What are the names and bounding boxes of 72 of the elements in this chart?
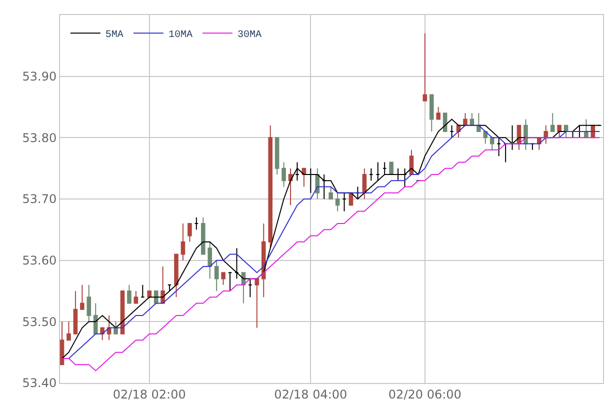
candlestick xyxy=(261,223,266,298)
candlestick xyxy=(550,112,555,132)
candlestick xyxy=(66,321,71,341)
legend-label: 10MA xyxy=(168,30,192,42)
candlestick xyxy=(80,284,84,310)
candlestick xyxy=(496,137,501,157)
candlestick xyxy=(490,137,494,150)
candlestick xyxy=(450,124,454,138)
candlestick xyxy=(248,278,252,298)
candlestick xyxy=(100,327,104,341)
candlestick xyxy=(328,186,333,200)
y-tick-label: 53.50 xyxy=(22,314,57,329)
candlestick xyxy=(288,168,293,206)
candlestick xyxy=(194,216,199,230)
candlestick xyxy=(369,168,374,182)
candlestick xyxy=(180,223,186,261)
candlestick xyxy=(188,223,192,242)
x-tick-label: 02/18 04:00 xyxy=(274,387,348,402)
candlestick xyxy=(382,162,387,175)
y-tick-label: 53.40 xyxy=(22,376,57,390)
candlestick xyxy=(436,106,440,120)
candlestick xyxy=(376,162,380,182)
candlestick xyxy=(201,216,206,255)
y-tick-label: 53.80 xyxy=(22,130,57,145)
candlestick xyxy=(221,272,226,286)
candlestick xyxy=(214,260,219,292)
candlestick xyxy=(544,124,548,144)
candlestick xyxy=(73,290,78,334)
candlestick xyxy=(342,192,346,212)
y-tick-label: 53.90 xyxy=(22,70,57,84)
candlestick xyxy=(389,162,394,175)
legend-label: 5MA xyxy=(105,30,124,42)
candlestick xyxy=(570,131,575,138)
candlestick xyxy=(86,284,92,322)
candlestick xyxy=(268,124,272,249)
candlestick xyxy=(114,321,118,334)
candlestick xyxy=(134,290,138,304)
candlestick xyxy=(476,112,481,132)
candlestick xyxy=(282,162,286,188)
candlestick xyxy=(524,118,528,150)
y-tick-label: 53.60 xyxy=(22,254,57,268)
candlestick xyxy=(147,290,152,298)
candlestick xyxy=(106,315,112,341)
x-tick-label: 02/20 06:00 xyxy=(388,387,462,402)
legend-label: 30MA xyxy=(237,30,262,42)
candlestick xyxy=(422,32,428,102)
candlestick xyxy=(234,248,239,280)
candlestick xyxy=(463,112,468,126)
candlestick xyxy=(208,241,212,280)
candlestick xyxy=(60,321,64,366)
candlestick xyxy=(577,124,582,138)
candlestick xyxy=(228,272,232,292)
candlestick xyxy=(274,137,280,175)
candlestick xyxy=(503,143,508,163)
candlestick xyxy=(93,302,98,334)
candlestick xyxy=(396,168,400,182)
candlestick xyxy=(127,284,132,304)
candlestick xyxy=(402,168,407,188)
x-tick-label: 02/18 02:00 xyxy=(112,387,186,402)
y-tick-label: 53.70 xyxy=(22,192,57,206)
candlestick xyxy=(557,124,562,138)
candlestick xyxy=(362,168,367,200)
candlestick xyxy=(302,168,306,188)
candlestick xyxy=(335,192,340,212)
candlestick xyxy=(174,254,178,298)
candlestick xyxy=(429,94,434,132)
candlestick xyxy=(322,174,326,200)
candlestick xyxy=(140,284,145,298)
candlestick xyxy=(167,284,172,292)
candlestick xyxy=(308,168,313,194)
candlestick xyxy=(254,278,260,328)
candlestick xyxy=(295,162,300,182)
